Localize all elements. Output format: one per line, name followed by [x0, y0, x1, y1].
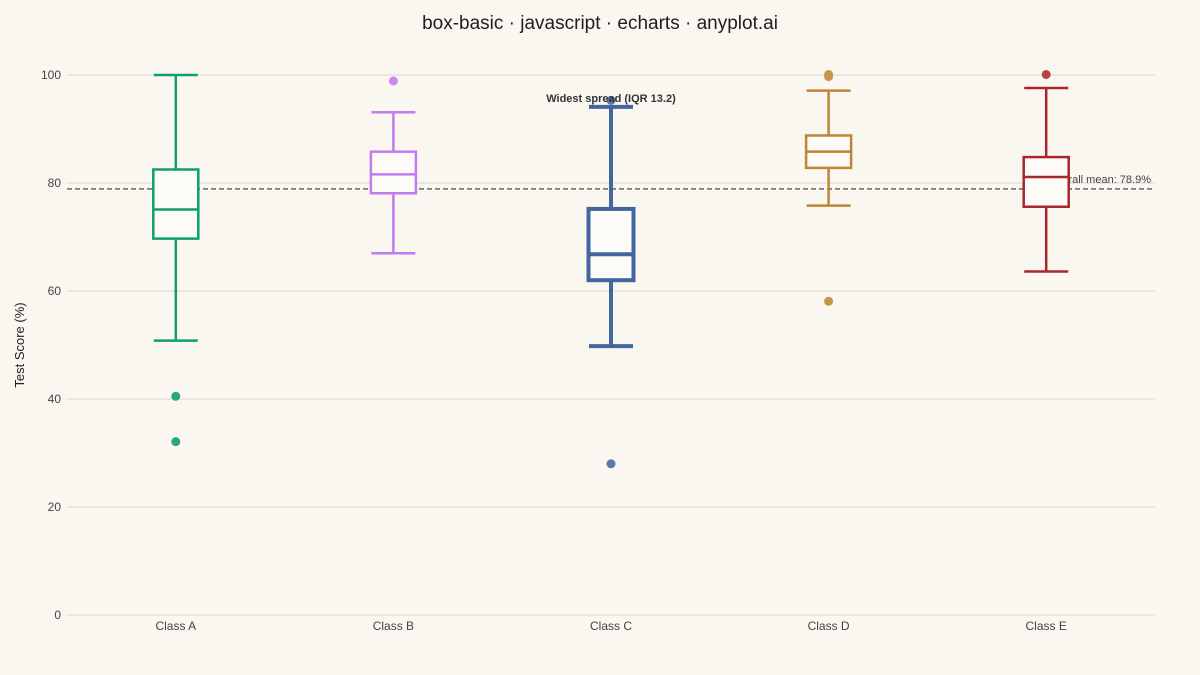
boxes-group [152, 69, 1070, 469]
box-class-a [152, 73, 200, 447]
y-tick-label: 100 [41, 68, 61, 82]
annotation-label: Widest spread (IQR 13.2) [546, 93, 676, 105]
iqr-box [369, 150, 418, 195]
box-class-b [369, 76, 418, 255]
box-class-e [1022, 69, 1070, 273]
y-tick-label: 40 [48, 392, 62, 406]
y-tick-label: 20 [48, 500, 62, 514]
y-axis-ticks: 0 20 40 60 80 100 [41, 68, 61, 622]
x-tick-label: Class C [590, 619, 632, 633]
y-axis-label: Test Score (%) [12, 302, 27, 387]
outlier-point [171, 437, 181, 447]
y-tick-label: 80 [48, 176, 62, 190]
x-tick-label: Class E [1026, 619, 1067, 633]
iqr-box [586, 206, 636, 283]
x-tick-label: Class B [373, 619, 414, 633]
mean-line-label: Overall mean: 78.9% [1048, 174, 1151, 186]
x-axis-ticks: Class A Class B Class C Class D Class E [155, 619, 1066, 633]
box-class-c [586, 95, 636, 469]
outlier-point [606, 459, 616, 469]
y-tick-label: 0 [54, 608, 61, 622]
iqr-box [152, 168, 200, 240]
outlier-point [824, 69, 834, 79]
y-tick-label: 60 [48, 284, 62, 298]
outlier-point [388, 76, 398, 86]
x-tick-label: Class D [808, 619, 850, 633]
outlier-point [824, 296, 834, 306]
box-class-d [804, 69, 853, 306]
x-tick-label: Class A [155, 619, 196, 633]
outlier-point [171, 391, 181, 401]
iqr-box [1022, 155, 1070, 209]
chart-title: box-basic · javascript · echarts · anypl… [422, 13, 778, 34]
outlier-point [606, 95, 616, 105]
annotation-group: Widest spread (IQR 13.2) [546, 93, 676, 105]
outlier-point [1041, 69, 1051, 79]
